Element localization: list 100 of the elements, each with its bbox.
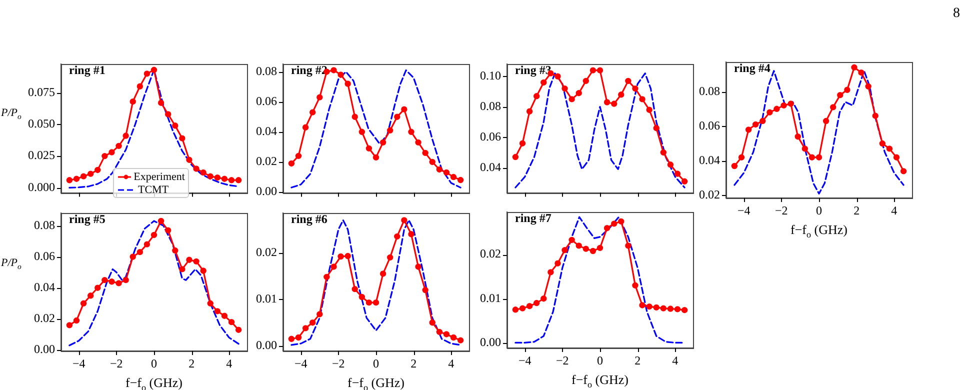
- point: [80, 173, 87, 180]
- y-tick-label: 0.050: [28, 116, 55, 131]
- y-tick-label: 0.02: [480, 246, 501, 261]
- x-tick-label: 4: [891, 203, 898, 218]
- point: [344, 252, 351, 260]
- point: [879, 140, 886, 147]
- point: [372, 299, 380, 306]
- point: [576, 242, 582, 249]
- point: [228, 318, 235, 326]
- chart-title: ring #4: [734, 61, 770, 76]
- point: [519, 305, 526, 312]
- point: [207, 300, 214, 307]
- point: [450, 334, 457, 341]
- point: [330, 67, 337, 74]
- point: [386, 254, 394, 261]
- point: [408, 231, 414, 238]
- point: [625, 78, 632, 84]
- point: [632, 85, 638, 92]
- legend-label: TCMT: [138, 184, 169, 196]
- x-axis-title: f−f$_{o}$ (GHz): [789, 222, 848, 240]
- point: [422, 286, 428, 294]
- point: [102, 152, 108, 160]
- point: [130, 254, 136, 260]
- point: [760, 118, 766, 124]
- point: [526, 108, 533, 114]
- point: [338, 253, 344, 260]
- point: [533, 300, 540, 306]
- point: [443, 331, 450, 338]
- point: [415, 139, 422, 146]
- point: [200, 268, 206, 274]
- point: [788, 100, 794, 107]
- point: [352, 114, 358, 120]
- x-tick-label: 0: [597, 353, 603, 368]
- point: [358, 294, 366, 300]
- point: [158, 218, 164, 224]
- point: [172, 122, 178, 129]
- point: [94, 166, 101, 174]
- y-tick-label: 0.06: [699, 118, 720, 132]
- point: [674, 306, 681, 312]
- point: [386, 127, 394, 134]
- point: [108, 278, 115, 285]
- point: [562, 247, 568, 254]
- point: [150, 66, 158, 73]
- x-tick-label: 0: [816, 203, 822, 218]
- point: [780, 102, 787, 109]
- point: [316, 94, 323, 100]
- x-tick-label: −2: [332, 356, 345, 370]
- point: [519, 140, 526, 146]
- point: [200, 169, 206, 176]
- point: [554, 73, 561, 80]
- point: [324, 274, 330, 280]
- point: [540, 296, 547, 302]
- point: [872, 112, 878, 119]
- point: [122, 132, 129, 139]
- point: [408, 128, 414, 135]
- point: [660, 149, 667, 156]
- x-tick-label: 2: [188, 356, 195, 370]
- point: [302, 325, 309, 332]
- point: [604, 99, 610, 106]
- point: [837, 92, 844, 98]
- x-tick-label: −4: [294, 356, 308, 370]
- point: [207, 173, 214, 180]
- point: [900, 168, 907, 174]
- point: [576, 90, 582, 96]
- y-tick-label: 0.025: [28, 148, 55, 162]
- point: [540, 79, 547, 86]
- y-tick-label: 0.000: [28, 180, 55, 194]
- x-tick-label: −4: [737, 203, 750, 218]
- y-tick-label: 0.04: [699, 152, 720, 167]
- point: [822, 118, 830, 124]
- y-tick-label: 0.00: [34, 342, 55, 356]
- point: [66, 177, 73, 184]
- point: [436, 328, 443, 336]
- point: [858, 69, 864, 76]
- point: [288, 160, 295, 167]
- point: [144, 241, 150, 248]
- point: [344, 80, 351, 87]
- point: [136, 83, 144, 90]
- chart-title: ring #7: [515, 211, 552, 226]
- point: [457, 337, 464, 344]
- point: [295, 334, 302, 341]
- point: [443, 169, 450, 176]
- x-tick-label: 4: [448, 356, 454, 370]
- y-tick-label: 0.04: [34, 280, 55, 294]
- point: [681, 306, 688, 314]
- point: [158, 100, 164, 106]
- point: [646, 303, 652, 310]
- point: [653, 304, 660, 311]
- point: [738, 154, 745, 160]
- point: [102, 276, 108, 284]
- point: [681, 178, 688, 184]
- x-tick-label: 0: [373, 356, 379, 370]
- point: [193, 258, 200, 265]
- point: [610, 100, 618, 107]
- point: [122, 276, 129, 284]
- point: [87, 170, 94, 177]
- point: [302, 124, 309, 130]
- point: [618, 92, 624, 98]
- point: [116, 142, 122, 150]
- point: [625, 242, 632, 249]
